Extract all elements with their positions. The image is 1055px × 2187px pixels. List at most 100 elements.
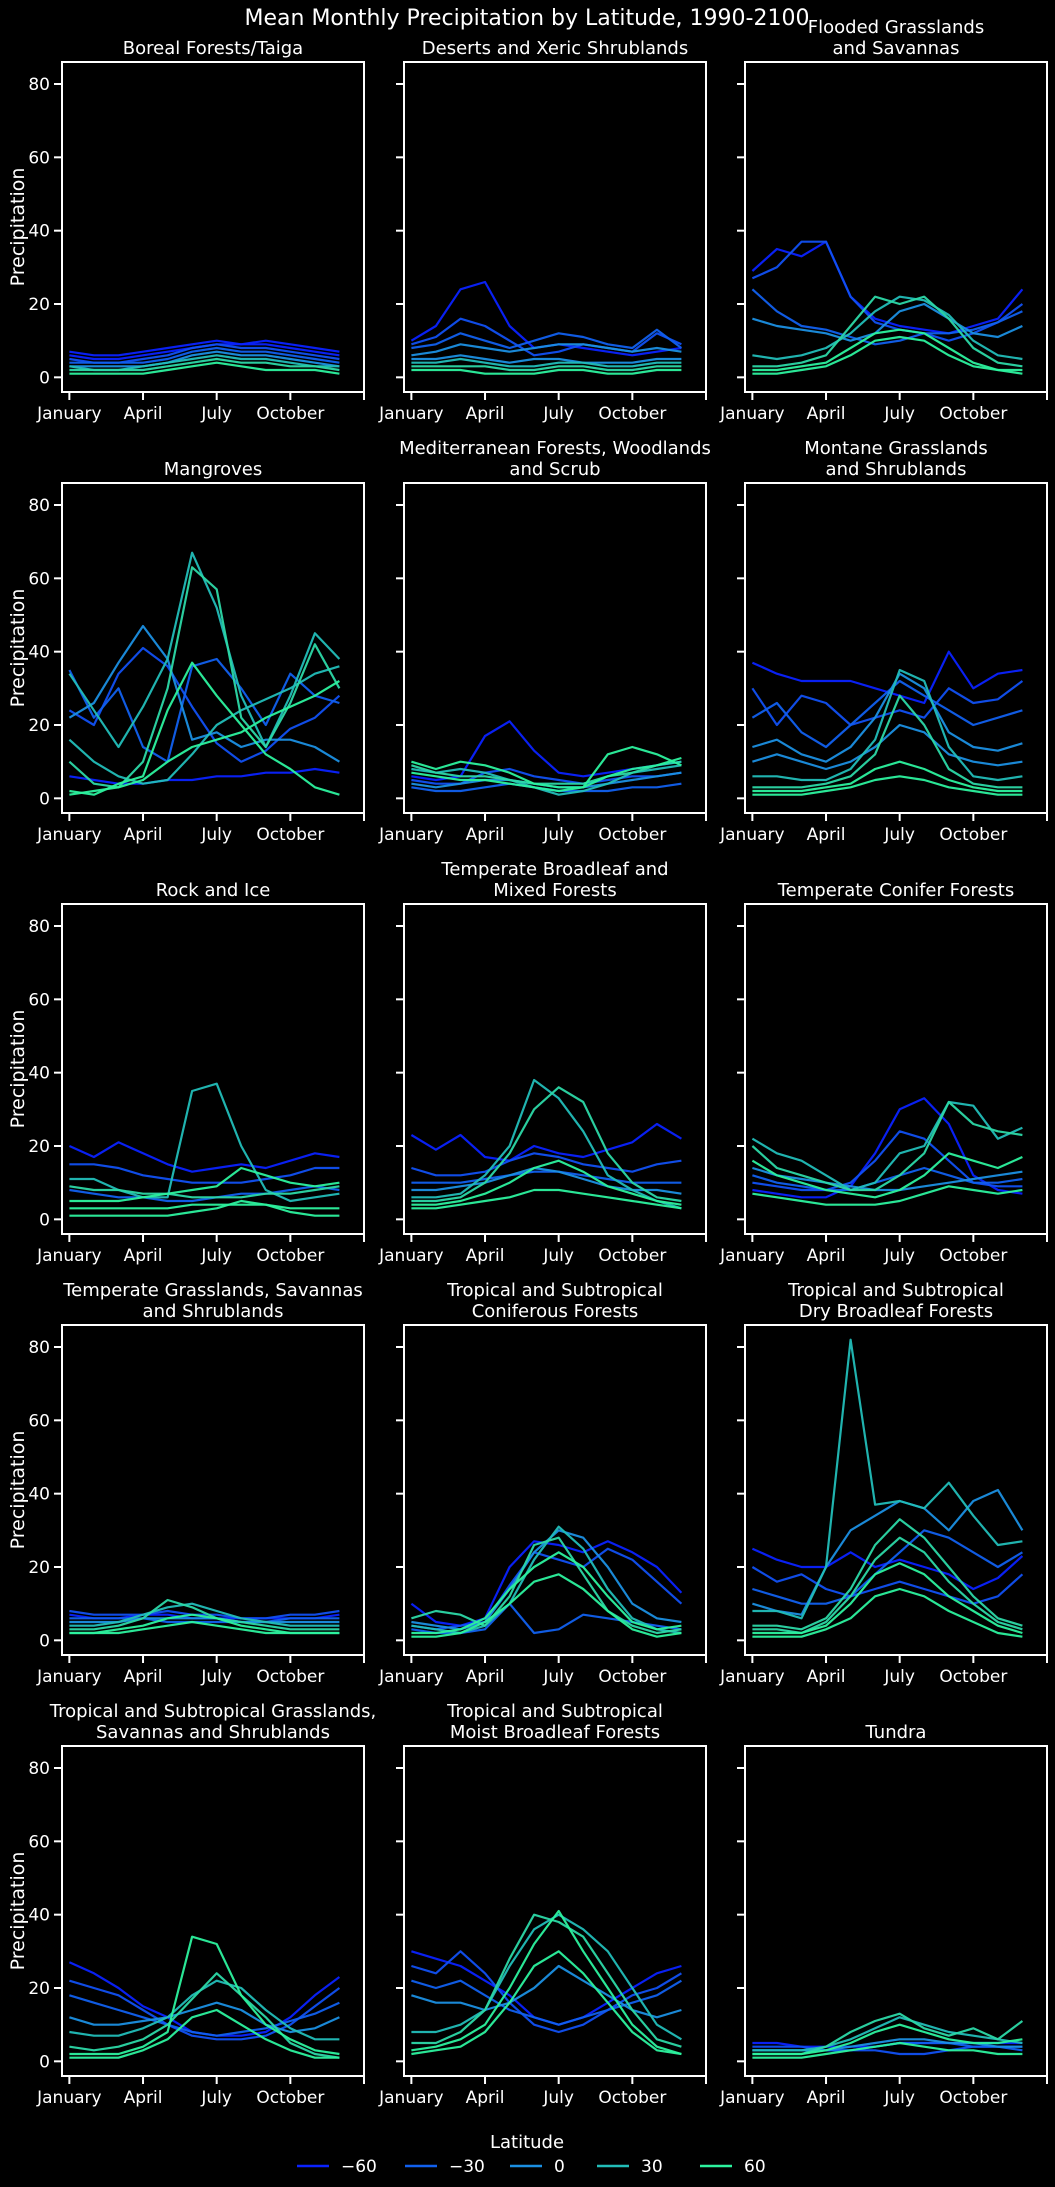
x-tick-label: October — [598, 2088, 666, 2108]
series-line — [411, 1525, 682, 1635]
x-tick-label: July — [883, 404, 915, 424]
legend: Latitude −60 −30 0 30 60 — [297, 2132, 766, 2177]
axes-frame — [744, 1745, 1048, 2077]
series-line — [68, 624, 340, 763]
series-line — [68, 657, 340, 763]
panel-title: Rock and Ice — [156, 880, 271, 901]
y-tick-label: 40 — [28, 1906, 50, 1926]
y-axis-label: Precipitation — [7, 1010, 29, 1129]
x-tick-label: October — [256, 404, 324, 424]
x-tick-label: January — [378, 404, 443, 424]
legend-label: 30 — [641, 2157, 663, 2177]
panel-15: Tundra January April July October — [719, 1722, 1048, 2108]
series-line — [69, 1972, 340, 2059]
y-tick-label: 40 — [28, 643, 50, 663]
series-line — [69, 1935, 340, 2056]
series-line — [752, 2016, 1023, 2052]
series-line — [69, 1617, 340, 1624]
series-line — [69, 680, 340, 796]
series-line — [69, 1163, 340, 1184]
x-tick-label: April — [124, 404, 163, 424]
x-tick-label: April — [466, 2088, 505, 2108]
y-tick-label: 60 — [28, 990, 50, 1010]
x-tick-label: October — [256, 2088, 324, 2108]
x-tick-label: January — [378, 1667, 443, 1687]
series-line — [411, 1913, 682, 2041]
series-line — [411, 1950, 682, 2056]
x-tick-label: July — [200, 404, 232, 424]
series-line — [752, 1185, 1023, 1206]
series-line — [69, 661, 340, 796]
axes-frame — [61, 903, 365, 1235]
series-line — [411, 343, 682, 357]
x-tick-label: January — [36, 825, 101, 845]
x-tick-label: July — [200, 1667, 232, 1687]
series-line — [69, 346, 340, 364]
x-tick-label: January — [378, 1246, 443, 1266]
x-tick-label: April — [124, 1667, 163, 1687]
series-line — [411, 1086, 682, 1203]
axes-frame — [61, 61, 365, 393]
series-line — [411, 317, 682, 357]
x-tick-label: April — [466, 1667, 505, 1687]
series-line — [411, 1964, 682, 2019]
series-line — [411, 1536, 682, 1635]
x-tick-label: October — [256, 1667, 324, 1687]
panel-title: Moist Broadleaf Forests — [450, 1722, 660, 1743]
series-line — [411, 760, 682, 785]
axes-frame — [744, 482, 1048, 814]
y-axis-label: Precipitation — [7, 168, 29, 287]
series-line — [752, 1562, 1023, 1635]
series-line — [752, 1166, 1023, 1192]
series-line — [69, 361, 340, 375]
y-tick-label: 80 — [28, 496, 50, 516]
series-line — [411, 357, 682, 368]
series-line — [752, 668, 1023, 782]
x-tick-label: July — [883, 2088, 915, 2108]
x-tick-label: July — [542, 1246, 574, 1266]
series-line — [752, 295, 1023, 368]
x-tick-label: April — [124, 1246, 163, 1266]
series-line — [411, 328, 683, 350]
series-line — [68, 1141, 340, 1173]
y-axis-label: Precipitation — [7, 589, 29, 708]
y-tick-label: 0 — [39, 368, 50, 388]
series-line — [752, 760, 1023, 793]
x-tick-label: July — [542, 1667, 574, 1687]
series-line — [69, 1979, 340, 2041]
x-tick-label: July — [883, 825, 915, 845]
series-line — [411, 365, 682, 372]
series-line — [751, 1100, 1023, 1192]
series-line — [411, 1170, 682, 1184]
x-tick-label: October — [256, 825, 324, 845]
y-tick-label: 80 — [28, 75, 50, 95]
x-tick-label: January — [36, 1246, 101, 1266]
x-tick-label: January — [378, 825, 443, 845]
y-tick-label: 20 — [28, 716, 50, 736]
series-line — [411, 1573, 682, 1638]
panel-title: Boreal Forests/Taiga — [123, 38, 303, 59]
panel-title: Coniferous Forests — [472, 1301, 639, 1322]
series-line — [69, 1203, 340, 1210]
legend-label: −30 — [449, 2157, 485, 2177]
y-axis-label: Precipitation — [7, 1431, 29, 1550]
panel-9: Temperate Conifer Forests January April Jul… — [719, 880, 1048, 1266]
x-tick-label: January — [719, 1667, 784, 1687]
x-tick-label: January — [36, 1667, 101, 1687]
x-tick-label: October — [939, 2088, 1007, 2108]
x-tick-label: April — [807, 1246, 846, 1266]
series-line — [751, 240, 1024, 342]
x-tick-label: October — [939, 404, 1007, 424]
series-line — [69, 1602, 340, 1627]
series-line — [410, 1122, 682, 1162]
panel-title: and Scrub — [509, 459, 600, 480]
x-tick-label: January — [719, 1246, 784, 1266]
panel-title: Mediterranean Forests, Woodlands — [399, 438, 711, 459]
y-tick-label: 40 — [28, 1064, 50, 1084]
axes-frame — [403, 482, 707, 814]
x-tick-label: July — [542, 404, 574, 424]
